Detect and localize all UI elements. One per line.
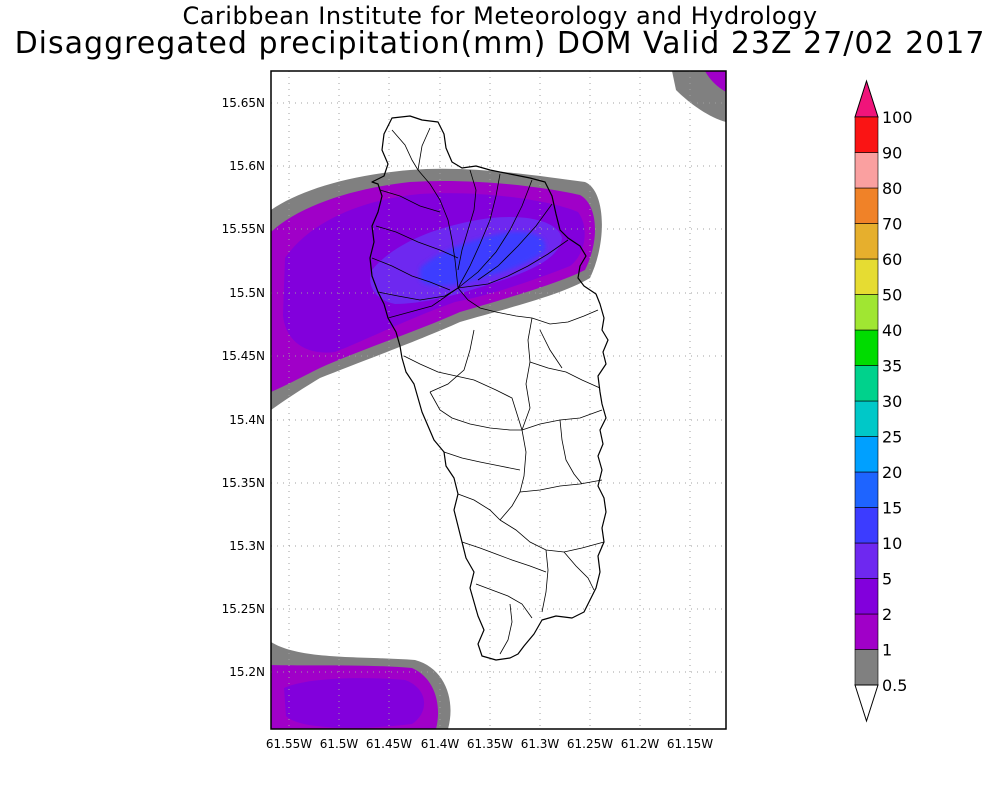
- colorbar-swatch: [854, 329, 879, 366]
- colorbar-swatch: [854, 542, 879, 579]
- precip-patch-south-2mm: [284, 678, 425, 728]
- colorbar-under-triangle: [854, 684, 879, 723]
- colorbar-label: 35: [882, 357, 902, 376]
- colorbar-swatch: [854, 507, 879, 544]
- colorbar-label: 50: [882, 286, 902, 305]
- lon-tick-label: 61.35W: [467, 737, 513, 751]
- colorbar-swatch: [854, 400, 879, 437]
- latitude-axis: 15.2N 15.25N 15.3N 15.35N 15.4N 15.45N 1…: [222, 96, 265, 679]
- colorbar-label: 1: [882, 641, 892, 660]
- colorbar-label: 0.5: [882, 676, 907, 695]
- colorbar-label: 25: [882, 428, 902, 447]
- colorbar-swatch: [854, 436, 879, 473]
- precipitation-field: [271, 71, 726, 729]
- lat-tick-label: 15.35N: [222, 476, 265, 490]
- lat-tick-label: 15.2N: [229, 665, 265, 679]
- institution-title: Caribbean Institute for Meteorology and …: [182, 2, 818, 30]
- colorbar-swatch: [854, 613, 879, 650]
- colorbar-over-triangle: [854, 79, 879, 118]
- lat-tick-label: 15.25N: [222, 602, 265, 616]
- colorbar-swatch: [854, 471, 879, 508]
- colorbar-swatch: [854, 152, 879, 189]
- colorbar-swatch: [854, 649, 879, 686]
- colorbar-label: 2: [882, 605, 892, 624]
- lon-tick-label: 61.5W: [320, 737, 359, 751]
- lon-tick-label: 61.15W: [667, 737, 713, 751]
- colorbar-label: 100: [882, 108, 913, 127]
- plot-frame: [270, 70, 727, 730]
- colorbar-label: 15: [882, 499, 902, 518]
- lon-tick-label: 61.3W: [521, 737, 560, 751]
- colorbar-label: 10: [882, 534, 902, 553]
- product-title: Disaggregated precipitation(mm) DOM Vali…: [14, 26, 986, 61]
- lat-tick-label: 15.4N: [229, 413, 265, 427]
- colorbar-swatch: [854, 578, 879, 615]
- colorbar-label: 80: [882, 179, 902, 198]
- lat-tick-label: 15.5N: [229, 286, 265, 300]
- colorbar-label: 90: [882, 144, 902, 163]
- longitude-axis: 61.55W 61.5W 61.45W 61.4W 61.35W 61.3W 6…: [266, 737, 713, 751]
- colorbar-label: 30: [882, 392, 902, 411]
- dominica-island-outline: [369, 115, 609, 661]
- precip-patch-northeast-1mm: [705, 71, 726, 92]
- lon-tick-label: 61.4W: [421, 737, 460, 751]
- lon-tick-label: 61.55W: [266, 737, 312, 751]
- lon-tick-label: 61.25W: [567, 737, 613, 751]
- colorbar-label: 20: [882, 463, 902, 482]
- colorbar-label: 5: [882, 570, 892, 589]
- colorbar-swatch: [854, 365, 879, 402]
- colorbar-swatch: [854, 223, 879, 260]
- river-network: [371, 127, 605, 655]
- lat-tick-label: 15.3N: [229, 539, 265, 553]
- lat-tick-label: 15.65N: [222, 96, 265, 110]
- colorbar-label: 70: [882, 215, 902, 234]
- lat-tick-label: 15.6N: [229, 159, 265, 173]
- colorbar-swatch: [854, 116, 879, 153]
- precip-band-north-10mm: [420, 231, 546, 286]
- colorbar-swatch: [854, 294, 879, 331]
- colorbar-swatch: [854, 258, 879, 295]
- lon-tick-label: 61.45W: [366, 737, 412, 751]
- lat-tick-label: 15.55N: [222, 222, 265, 236]
- colorbar-label: 60: [882, 250, 902, 269]
- ocean-background: [271, 71, 726, 729]
- precip-patch-northeast-0.5mm: [672, 71, 726, 122]
- lat-tick-label: 15.45N: [222, 349, 265, 363]
- colorbar-label: 40: [882, 321, 902, 340]
- lon-tick-label: 61.2W: [621, 737, 660, 751]
- colorbar-swatch: [854, 187, 879, 224]
